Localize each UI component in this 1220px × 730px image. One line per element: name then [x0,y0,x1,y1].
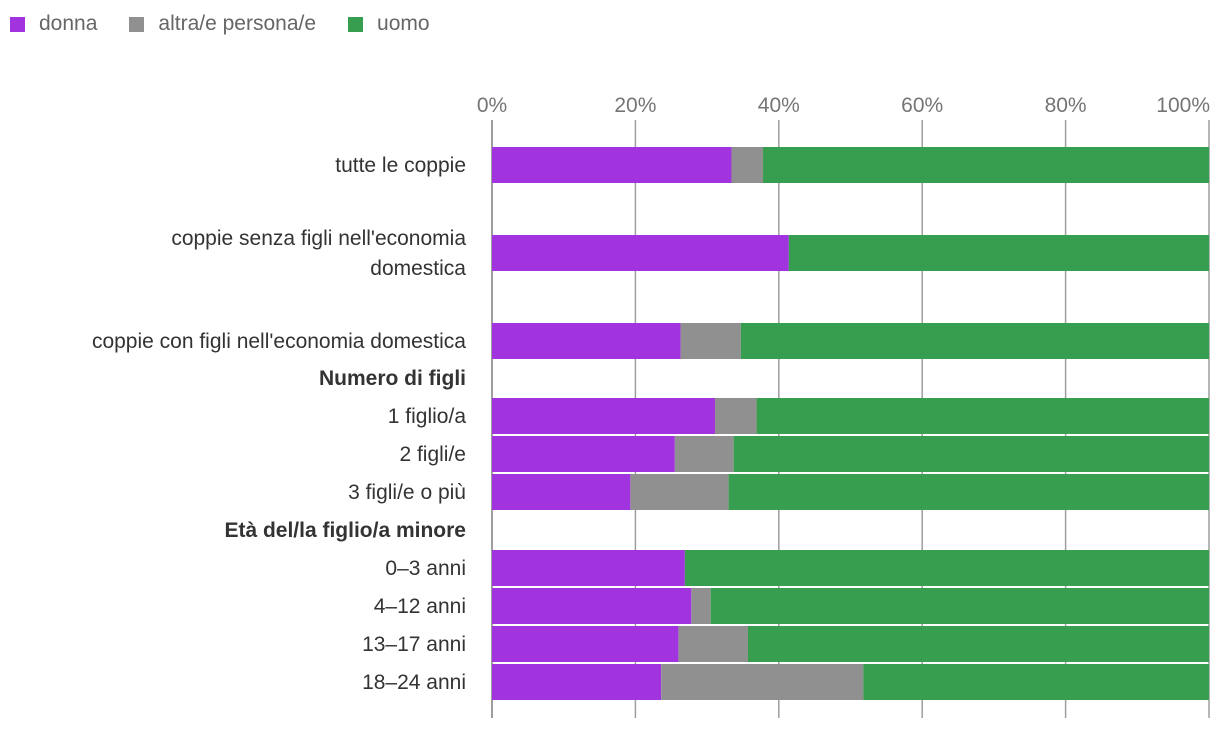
x-tick-label: 80% [1045,94,1087,117]
bar-segment-uomo[interactable] [728,474,1209,510]
category-label: 18–24 anni [362,671,466,694]
x-tick-label: 20% [614,94,656,117]
category-label: tutte le coppie [335,154,466,177]
legend-item-uomo[interactable]: uomo [348,12,430,36]
bar-segment-donna[interactable] [492,398,715,434]
bar-segment-uomo[interactable] [747,626,1209,662]
bar-segment-uomo[interactable] [740,323,1209,359]
legend-label-altra: altra/e persona/e [158,12,317,35]
bar-segment-uomo[interactable] [788,235,1209,271]
x-tick-label: 40% [758,94,800,117]
bar-segment-uomo[interactable] [733,436,1209,472]
bar-segment-donna[interactable] [492,664,662,700]
bars-layer [492,147,1209,700]
category-label: domestica [370,257,466,280]
legend-swatch-donna [10,16,25,32]
bar-segment-donna[interactable] [492,436,675,472]
bar-segment-altra[interactable] [674,436,734,472]
legend-label-uomo: uomo [377,12,430,35]
legend-item-donna[interactable]: donna [10,12,97,36]
bar-segment-uomo[interactable] [863,664,1209,700]
bar-segment-donna[interactable] [492,323,681,359]
bar-segment-donna[interactable] [492,147,732,183]
category-label: 2 figli/e [399,443,466,466]
category-label: coppie senza figli nell'economia [171,227,466,250]
bar-segment-altra[interactable] [661,664,864,700]
labels-layer: 0% 20% 40% 60% 80% 100% tutte le coppie coppie … [92,94,1210,694]
x-tick-label: 100% [1156,94,1210,117]
bar-segment-uomo[interactable] [684,550,1209,586]
bar-segment-donna[interactable] [492,588,692,624]
legend-item-altra[interactable]: altra/e persona/e [129,12,316,36]
category-label: 4–12 anni [374,595,466,618]
bar-segment-altra[interactable] [714,398,757,434]
bar-segment-altra[interactable] [731,147,764,183]
x-tick-label: 0% [477,94,507,117]
group-heading-label: Età del/la figlio/a minore [224,519,466,542]
bar-segment-altra[interactable] [630,474,729,510]
bar-segment-donna[interactable] [492,474,631,510]
category-label: 1 figlio/a [388,405,467,428]
bar-segment-donna[interactable] [492,550,685,586]
bar-segment-altra[interactable] [678,626,748,662]
category-label: coppie con figli nell'economia domestica [92,330,466,353]
bar-segment-altra[interactable] [680,323,741,359]
bar-segment-uomo[interactable] [710,588,1209,624]
legend-label-donna: donna [39,12,98,35]
legend-swatch-uomo [348,16,364,32]
bar-segment-altra[interactable] [691,588,711,624]
bar-segment-donna[interactable] [492,626,679,662]
x-tick-label: 60% [901,94,943,117]
category-label: 0–3 anni [385,557,466,580]
bar-segment-uomo[interactable] [756,398,1209,434]
legend: donna altra/e persona/e uomo [10,12,462,36]
group-heading-label: Numero di figli [319,367,466,390]
legend-swatch-altra [129,16,145,32]
category-label: 3 figli/e o più [348,481,466,504]
bar-segment-donna[interactable] [492,235,789,271]
category-label: 13–17 anni [362,633,466,656]
bar-segment-uomo[interactable] [763,147,1209,183]
